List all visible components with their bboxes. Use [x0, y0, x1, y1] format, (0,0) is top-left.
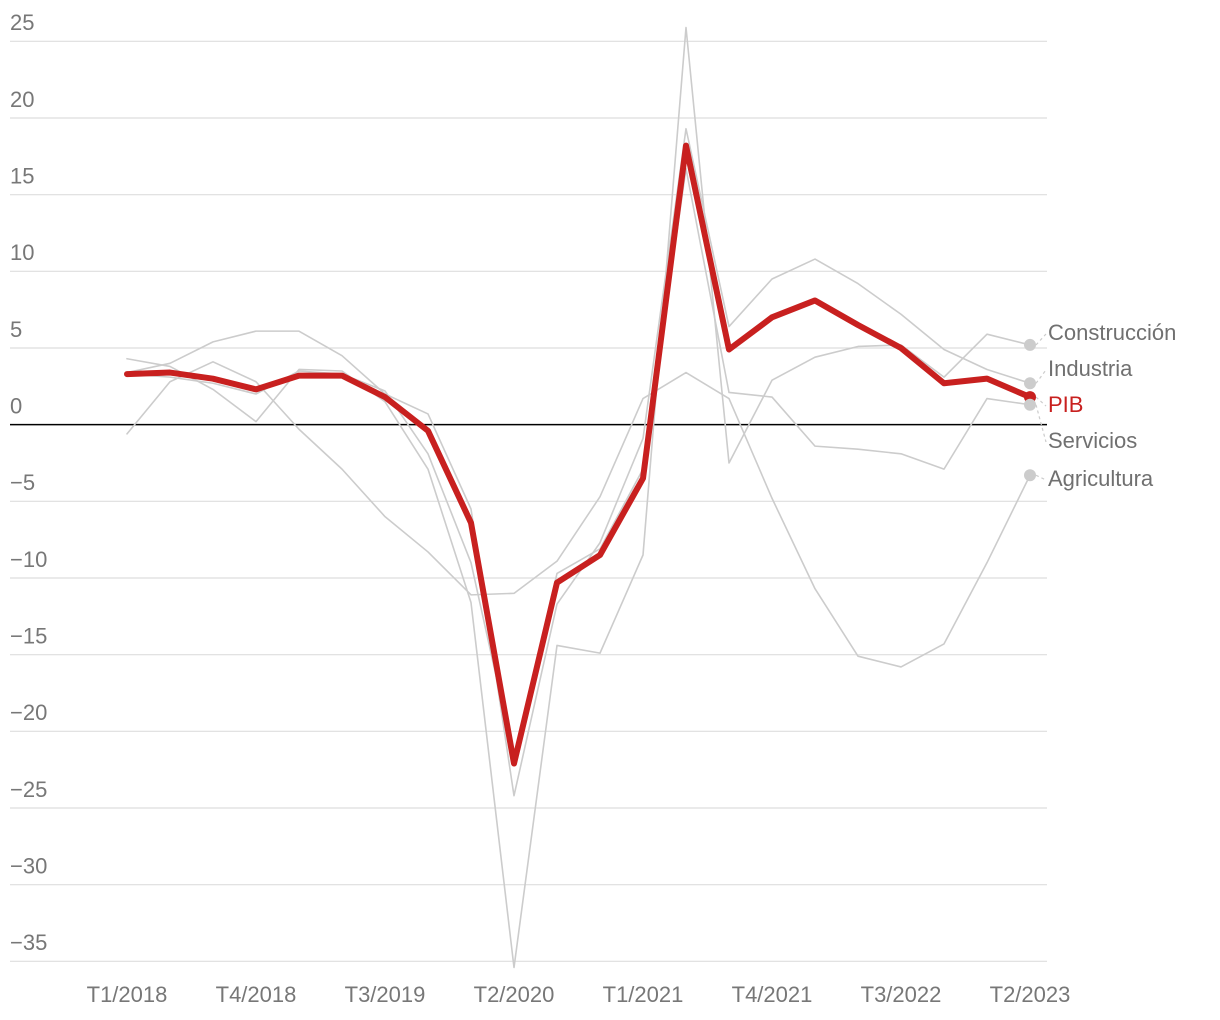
- y-tick-label: −25: [10, 777, 47, 802]
- series-line: [124, 142, 1033, 767]
- y-tick-label: −10: [10, 547, 47, 572]
- y-tick-label: −20: [10, 700, 47, 725]
- x-tick-label: T4/2018: [216, 982, 297, 1007]
- legend-label: Servicios: [1048, 428, 1137, 453]
- leader-line: [1035, 333, 1047, 346]
- x-tick-label: T3/2022: [861, 982, 942, 1007]
- y-tick-label: −15: [10, 623, 47, 648]
- y-tick-label: −35: [10, 930, 47, 955]
- y-tick-label: 0: [10, 393, 22, 418]
- leader-line: [1035, 404, 1047, 443]
- legend-label: PIB: [1048, 392, 1083, 417]
- y-tick-label: 15: [10, 163, 34, 188]
- leader-line: [1035, 396, 1047, 407]
- y-tick-label: 10: [10, 240, 34, 265]
- end-dot: [1024, 377, 1036, 390]
- legend-label: Industria: [1048, 356, 1133, 381]
- x-tick-label: T4/2021: [732, 982, 813, 1007]
- y-tick-label: −5: [10, 470, 35, 495]
- end-dot: [1024, 338, 1036, 351]
- x-tick-label: T3/2019: [345, 982, 426, 1007]
- series-line: [126, 167, 1031, 759]
- series-line: [126, 26, 1031, 969]
- leader-line: [1035, 474, 1047, 481]
- y-tick-label: 5: [10, 317, 22, 342]
- y-tick-label: 20: [10, 87, 34, 112]
- series-line: [126, 127, 1031, 797]
- y-tick-label: −30: [10, 853, 47, 878]
- x-tick-label: T1/2021: [603, 982, 684, 1007]
- y-tick-label: 25: [10, 10, 34, 35]
- x-tick-label: T2/2023: [990, 982, 1071, 1007]
- end-dot: [1024, 469, 1036, 482]
- x-tick-label: T1/2018: [87, 982, 168, 1007]
- x-tick-label: T2/2020: [474, 982, 555, 1007]
- leader-line: [1035, 369, 1047, 384]
- legend-label: Construcción: [1048, 320, 1176, 345]
- series-line: [126, 361, 1031, 668]
- legend-label: Agricultura: [1048, 466, 1154, 491]
- end-dot: [1024, 398, 1036, 411]
